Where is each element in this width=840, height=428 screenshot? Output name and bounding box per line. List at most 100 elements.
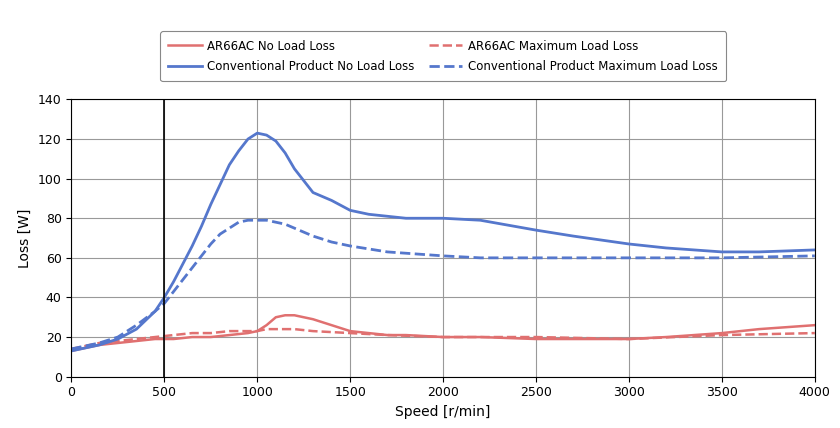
Conventional Product Maximum Load Loss [76,345,86,350]
AR66AC No Load Loss [243,330,253,336]
Conventional Product No Load Loss [475,218,486,223]
Conventional Product No Load Loss [150,309,160,314]
Conventional Product No Load Loss [568,234,578,239]
Conventional Product Maximum Load Loss [150,309,160,314]
AR66AC Maximum Load Loss [224,329,234,334]
AR66AC Maximum Load Loss [150,334,160,339]
AR66AC Maximum Load Loss [94,340,104,345]
AR66AC Maximum Load Loss [382,333,392,338]
AR66AC No Load Loss [531,336,541,342]
AR66AC No Load Loss [76,346,86,351]
Conventional Product Maximum Load Loss [475,255,486,260]
Conventional Product No Load Loss [131,327,141,332]
Conventional Product No Load Loss [345,208,355,213]
Conventional Product No Load Loss [224,162,234,167]
Conventional Product Maximum Load Loss [382,250,392,255]
Conventional Product No Load Loss [382,214,392,219]
Conventional Product No Load Loss [531,228,541,233]
Conventional Product No Load Loss [717,250,727,255]
AR66AC No Load Loss [568,336,578,342]
Conventional Product Maximum Load Loss [66,346,76,351]
Line: AR66AC Maximum Load Loss: AR66AC Maximum Load Loss [71,329,815,349]
AR66AC Maximum Load Loss [66,346,76,351]
AR66AC No Load Loss [270,315,281,320]
AR66AC No Load Loss [661,334,671,339]
AR66AC Maximum Load Loss [76,345,86,350]
Conventional Product Maximum Load Loss [531,255,541,260]
Conventional Product No Load Loss [215,182,225,187]
AR66AC No Load Loss [206,334,216,339]
AR66AC No Load Loss [169,336,179,342]
Conventional Product No Load Loss [810,247,820,253]
AR66AC Maximum Load Loss [717,333,727,338]
Conventional Product No Load Loss [289,166,299,171]
Conventional Product Maximum Load Loss [206,241,216,247]
AR66AC No Load Loss [66,348,76,354]
Conventional Product Maximum Load Loss [327,239,337,244]
Conventional Product No Load Loss [94,342,104,348]
Conventional Product No Load Loss [243,137,253,142]
Conventional Product Maximum Load Loss [243,218,253,223]
Conventional Product Maximum Load Loss [197,253,207,259]
AR66AC Maximum Load Loss [169,333,179,338]
Conventional Product Maximum Load Loss [810,253,820,259]
Conventional Product No Load Loss [206,202,216,207]
AR66AC No Load Loss [401,333,411,338]
AR66AC No Load Loss [345,329,355,334]
AR66AC No Load Loss [364,330,374,336]
Conventional Product Maximum Load Loss [280,222,290,227]
AR66AC No Load Loss [94,342,104,348]
Conventional Product Maximum Load Loss [160,301,170,306]
AR66AC No Load Loss [308,317,318,322]
AR66AC Maximum Load Loss [252,329,262,334]
Conventional Product No Load Loss [66,348,76,354]
AR66AC No Load Loss [187,334,197,339]
AR66AC Maximum Load Loss [438,334,449,339]
Conventional Product No Load Loss [270,139,281,144]
AR66AC Maximum Load Loss [270,327,281,332]
AR66AC Maximum Load Loss [261,327,271,332]
AR66AC No Load Loss [810,323,820,328]
Conventional Product Maximum Load Loss [224,226,234,231]
Conventional Product No Load Loss [401,216,411,221]
Conventional Product No Load Loss [327,198,337,203]
Conventional Product Maximum Load Loss [270,220,281,225]
Conventional Product Maximum Load Loss [234,220,244,225]
AR66AC Maximum Load Loss [624,336,634,342]
AR66AC No Load Loss [717,330,727,336]
AR66AC No Load Loss [224,333,234,338]
AR66AC No Load Loss [624,336,634,342]
Conventional Product No Load Loss [364,212,374,217]
X-axis label: Speed [r/min]: Speed [r/min] [396,405,491,419]
Conventional Product No Load Loss [661,245,671,250]
Conventional Product Maximum Load Loss [308,234,318,239]
Conventional Product No Load Loss [234,149,244,154]
Conventional Product No Load Loss [438,216,449,221]
Conventional Product No Load Loss [261,133,271,138]
Conventional Product Maximum Load Loss [215,232,225,237]
AR66AC No Load Loss [131,339,141,344]
Conventional Product No Load Loss [280,150,290,155]
Conventional Product No Load Loss [197,223,207,229]
AR66AC Maximum Load Loss [345,330,355,336]
AR66AC No Load Loss [252,329,262,334]
Conventional Product No Load Loss [252,131,262,136]
AR66AC Maximum Load Loss [113,339,123,344]
Conventional Product No Load Loss [113,336,123,342]
AR66AC Maximum Load Loss [131,336,141,342]
Y-axis label: Loss [W]: Loss [W] [18,208,32,268]
AR66AC No Load Loss [113,340,123,345]
AR66AC No Load Loss [475,334,486,339]
Conventional Product Maximum Load Loss [113,334,123,339]
Line: AR66AC No Load Loss: AR66AC No Load Loss [71,315,815,351]
Conventional Product No Load Loss [160,295,170,300]
Conventional Product Maximum Load Loss [438,253,449,259]
Conventional Product Maximum Load Loss [717,255,727,260]
Conventional Product Maximum Load Loss [261,218,271,223]
Conventional Product Maximum Load Loss [94,340,104,345]
AR66AC Maximum Load Loss [280,327,290,332]
Legend: AR66AC No Load Loss, Conventional Product No Load Loss, AR66AC Maximum Load Loss: AR66AC No Load Loss, Conventional Produc… [160,31,726,81]
Line: Conventional Product Maximum Load Loss: Conventional Product Maximum Load Loss [71,220,815,349]
Conventional Product Maximum Load Loss [624,255,634,260]
AR66AC No Load Loss [327,323,337,328]
